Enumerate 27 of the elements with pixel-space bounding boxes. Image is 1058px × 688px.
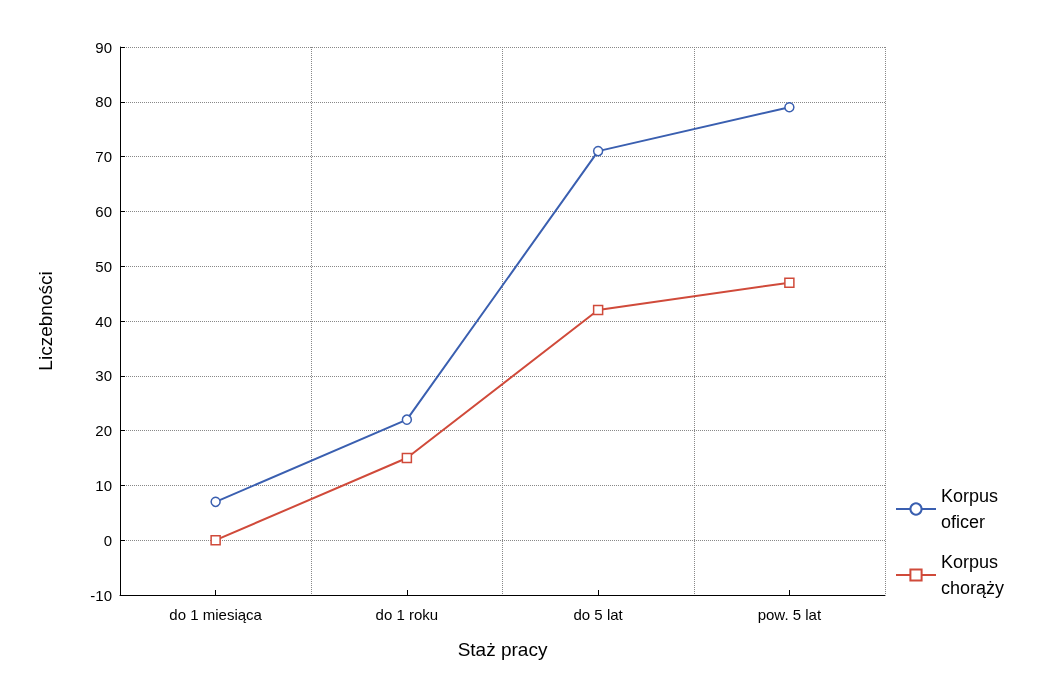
point — [592, 304, 604, 316]
y-tick-label: 60 — [95, 202, 112, 220]
y-axis-title: Liczebności — [35, 271, 56, 371]
x-tick-label: do 5 lat — [573, 606, 624, 623]
y-tick-label: -10 — [90, 586, 112, 604]
legend-label: Korpus chorąży — [941, 552, 1005, 598]
y-tick-label: 30 — [95, 367, 112, 385]
y-tick-label: 50 — [95, 257, 112, 275]
x-tick-label: pow. 5 lat — [757, 606, 822, 623]
point — [784, 102, 795, 113]
point — [401, 452, 413, 464]
x-tick-label: do 1 miesiąca — [169, 606, 263, 623]
legend-label: Korpus oficer — [941, 486, 999, 532]
x-axis-title: Staż pracy — [457, 639, 548, 660]
point — [401, 414, 413, 425]
y-tick-label: 20 — [95, 422, 112, 440]
y-tick-label: 80 — [95, 93, 112, 111]
point — [210, 534, 221, 546]
y-tick-label: 0 — [103, 531, 112, 549]
point — [592, 145, 604, 157]
x-tick-label: do 1 roku — [375, 606, 439, 623]
y-tick-label: 10 — [95, 476, 112, 494]
y-tick-label: 90 — [95, 38, 112, 56]
point — [784, 277, 795, 288]
point — [210, 496, 221, 508]
y-tick-label: 70 — [95, 148, 112, 166]
y-tick-label: 40 — [95, 312, 112, 330]
